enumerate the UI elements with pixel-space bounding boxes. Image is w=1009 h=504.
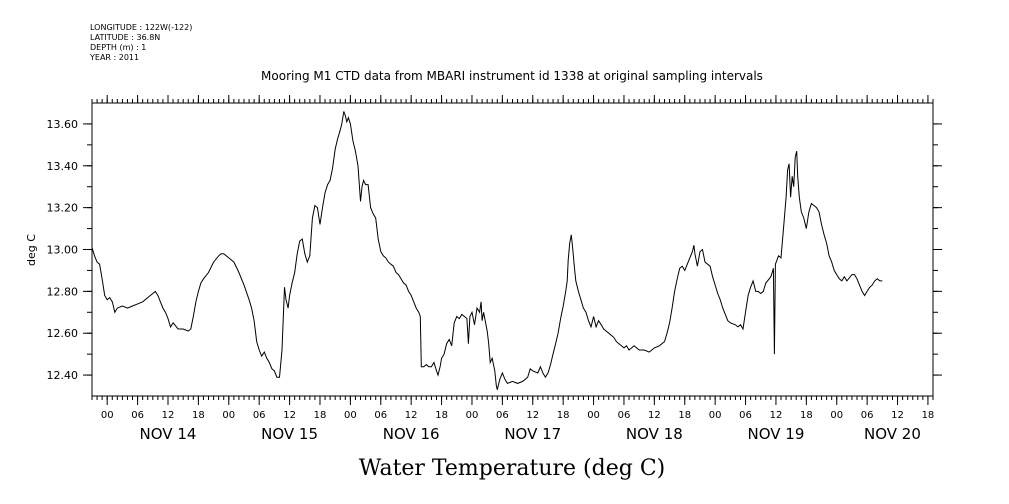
axis-tick-labels: 00 06 12 18 00 06 12 18 00 06 12 18 00 06 12 18 00 06 12 18… [47,118,935,443]
y-tick-label: 12.60 [47,327,79,340]
x-day-label: NOV 20 [864,425,921,443]
x-hour-tick-label: 18 [557,410,570,421]
x-hour-tick-label: 12 [648,410,661,421]
x-hour-tick-label: 18 [800,410,813,421]
x-hour-tick-label: 00 [344,410,357,421]
x-day-label: NOV 19 [748,425,805,443]
x-hour-tick-label: 12 [283,410,296,421]
x-hour-tick-label: 06 [618,410,631,421]
x-hour-tick-label: 18 [314,410,327,421]
x-day-label: NOV 14 [140,425,197,443]
y-tick-label: 13.60 [47,118,79,131]
x-hour-tick-label: 06 [496,410,509,421]
x-hour-tick-label: 12 [526,410,539,421]
series-group [91,111,883,390]
x-day-label: NOV 18 [626,425,683,443]
depth-label: DEPTH (m) : 1 [90,43,146,52]
y-tick-label: 12.40 [47,369,79,382]
x-hour-tick-label: 00 [101,410,114,421]
year-label: YEAR : 2011 [89,53,139,62]
plot-frame [91,102,934,397]
x-hour-tick-label: 18 [435,410,448,421]
x-hour-tick-label: 12 [770,410,783,421]
x-day-label: NOV 16 [383,425,440,443]
y-tick-label: 13.00 [47,244,79,257]
x-hour-tick-label: 00 [466,410,479,421]
x-axis-label: Water Temperature (deg C) [359,456,666,481]
x-hour-tick-label: 12 [162,410,175,421]
longitude-label: LONGITUDE : 122W(-122) [90,23,192,32]
x-hour-tick-label: 06 [131,410,144,421]
x-hour-tick-label: 00 [709,410,722,421]
y-axis-label: deg C [25,234,38,266]
x-hour-tick-label: 12 [891,410,904,421]
y-tick-label: 12.80 [47,285,79,298]
x-hour-tick-label: 06 [374,410,387,421]
x-day-label: NOV 15 [261,425,318,443]
x-hour-tick-label: 18 [678,410,691,421]
x-day-label: NOV 17 [504,425,561,443]
y-tick-label: 13.20 [47,202,79,215]
x-hour-tick-label: 18 [922,410,935,421]
x-hour-tick-label: 00 [587,410,600,421]
latitude-label: LATITUDE : 36.8N [90,33,160,42]
chart-title: Mooring M1 CTD data from MBARI instrumen… [261,69,763,83]
series-line-water-temperature [91,111,883,390]
x-hour-tick-label: 06 [253,410,266,421]
y-tick-label: 13.40 [47,160,79,173]
axis-ticks [83,95,942,405]
x-hour-tick-label: 18 [192,410,205,421]
x-hour-tick-label: 12 [405,410,418,421]
x-hour-tick-label: 06 [861,410,874,421]
x-hour-tick-label: 00 [222,410,235,421]
x-hour-tick-label: 06 [739,410,752,421]
x-hour-tick-label: 00 [830,410,843,421]
